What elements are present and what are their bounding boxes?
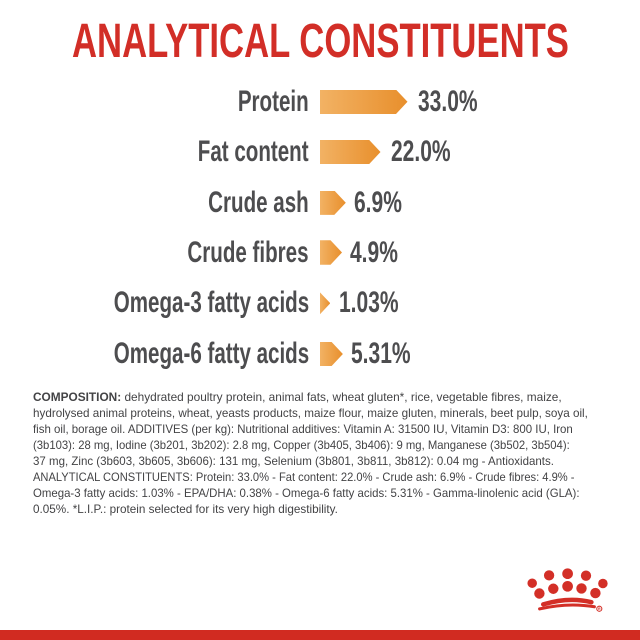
svg-text:R: R (598, 607, 601, 611)
